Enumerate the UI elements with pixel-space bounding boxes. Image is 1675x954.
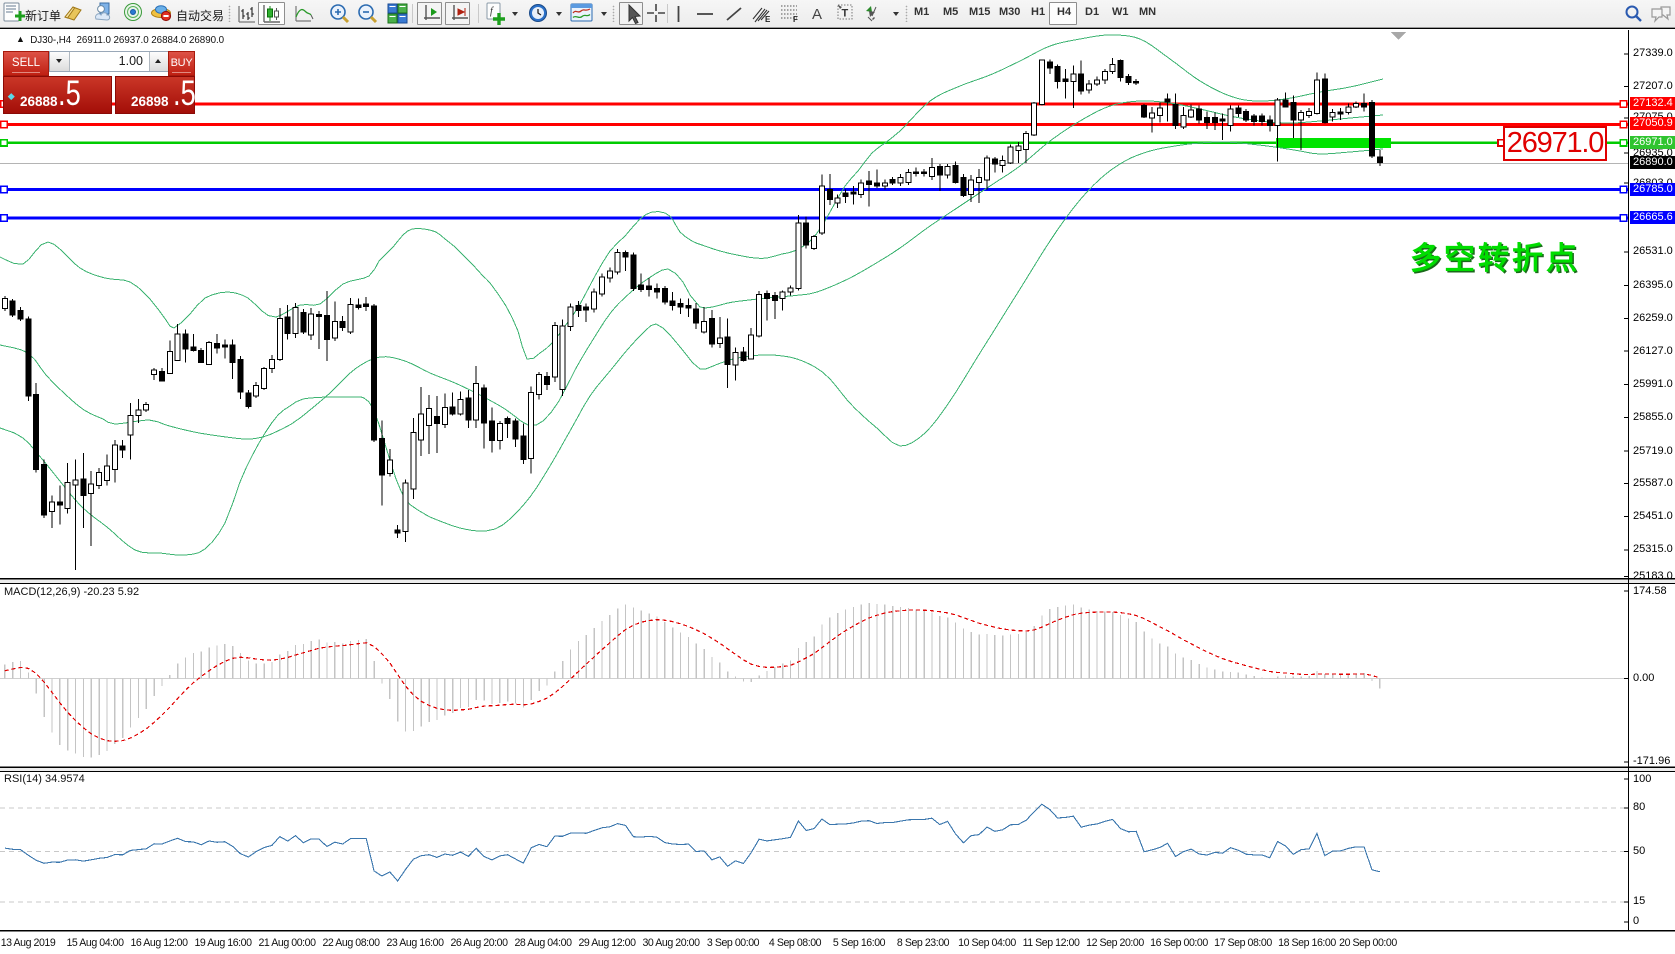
svg-text:T: T — [842, 8, 849, 20]
svg-text:E: E — [765, 15, 771, 24]
svg-text:f: f — [490, 6, 494, 17]
svg-text:F: F — [793, 15, 798, 24]
svg-text:A: A — [812, 6, 822, 23]
